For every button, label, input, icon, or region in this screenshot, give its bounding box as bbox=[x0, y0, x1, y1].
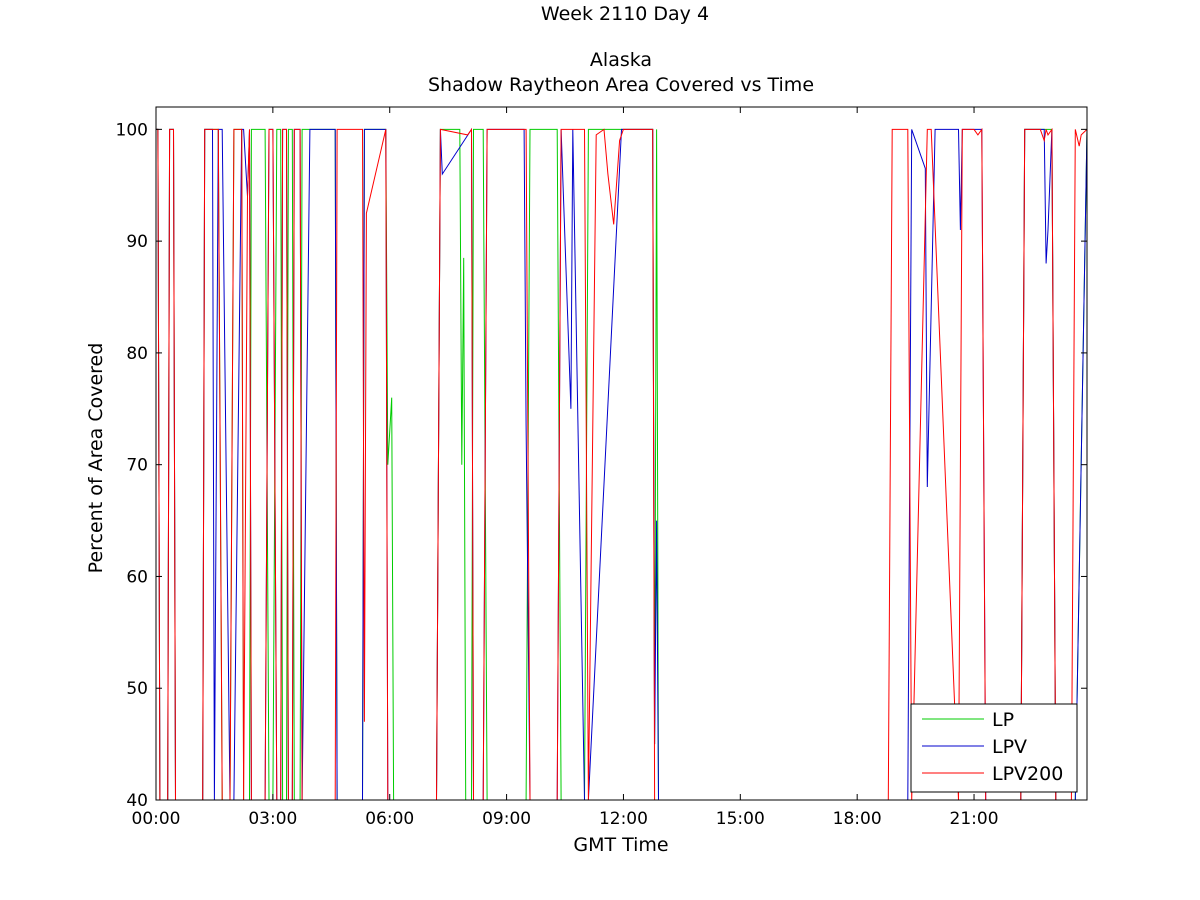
plot-frame bbox=[155, 106, 1088, 801]
y-tick-label: 90 bbox=[126, 232, 148, 252]
title-line-3: Alaska bbox=[590, 49, 652, 71]
y-axis-ticks: 40 50 60 70 80 90 100 bbox=[116, 120, 1087, 811]
x-tick-label: 06:00 bbox=[365, 809, 414, 829]
legend-box bbox=[910, 703, 1078, 793]
x-tick-label: 00:00 bbox=[132, 809, 181, 829]
x-tick-label: 21:00 bbox=[950, 809, 999, 829]
legend-label-lpv200: LPV200 bbox=[992, 763, 1063, 785]
y-tick-label: 50 bbox=[126, 679, 148, 699]
legend-label-lp: LP bbox=[992, 709, 1014, 731]
y-axis-label: Percent of Area Covered bbox=[85, 343, 107, 574]
x-tick-label: 18:00 bbox=[833, 809, 882, 829]
x-tick-label: 15:00 bbox=[716, 809, 765, 829]
x-axis-ticks: 00:00 03:00 06:00 09:00 12:00 15:00 18:00 21:00 bbox=[132, 107, 999, 829]
x-tick-label: 12:00 bbox=[599, 809, 648, 829]
x-axis-label: GMT Time bbox=[573, 834, 668, 856]
title-line-4: Shadow Raytheon Area Covered vs Time bbox=[428, 74, 814, 96]
y-tick-label: 80 bbox=[126, 344, 148, 364]
chart-title: Week 2110 Day 4 Alaska Shadow Raytheon A… bbox=[428, 3, 814, 96]
legend-label-lpv: LPV bbox=[992, 736, 1027, 758]
y-tick-label: 100 bbox=[116, 120, 148, 140]
x-tick-label: 03:00 bbox=[248, 809, 297, 829]
y-tick-label: 70 bbox=[126, 456, 148, 476]
legend: LP LPV LPV200 bbox=[910, 703, 1078, 793]
plot-area bbox=[156, 107, 1087, 800]
y-tick-label: 40 bbox=[126, 791, 148, 811]
title-line-1: Week 2110 Day 4 bbox=[541, 3, 709, 25]
y-tick-label: 60 bbox=[126, 567, 148, 587]
x-tick-label: 09:00 bbox=[482, 809, 531, 829]
